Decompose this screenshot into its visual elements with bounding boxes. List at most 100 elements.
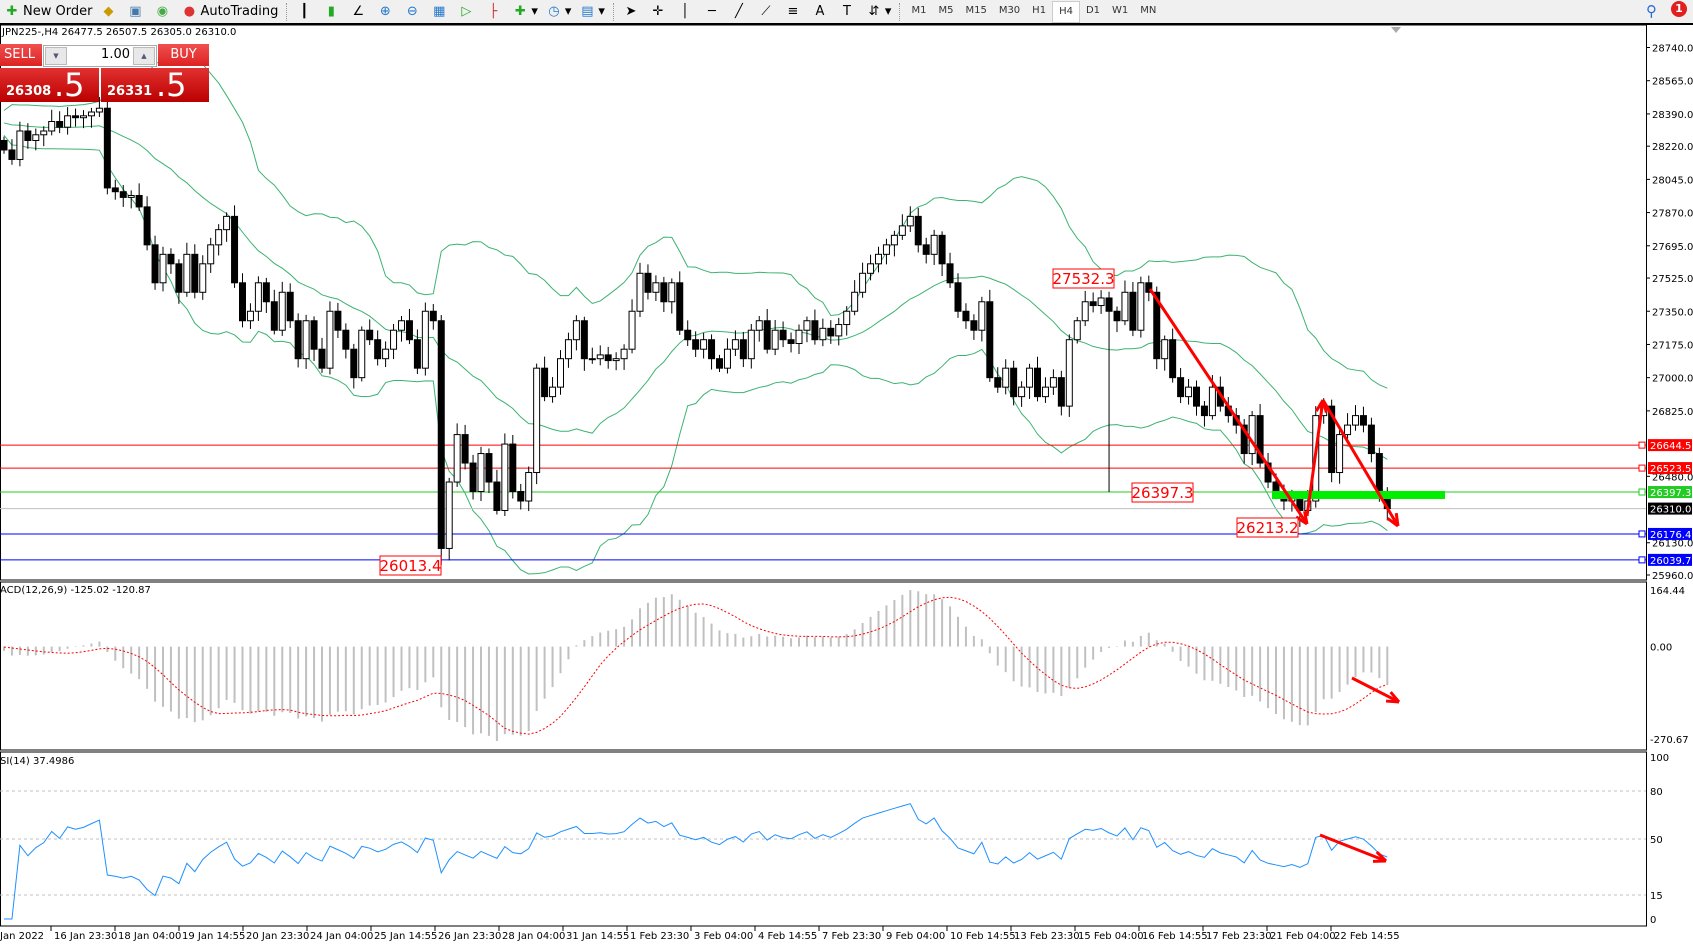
candle [549,377,557,403]
autoscroll-button[interactable]: ├ [481,1,508,23]
bull-candle-body [64,115,72,128]
bear-candle-body [580,320,588,360]
candle [40,126,48,147]
candle [286,283,294,328]
lot-decrease-button[interactable]: ▼ [45,47,67,65]
trendline-button[interactable]: ╱ [727,1,754,23]
autotrading-button[interactable]: ● AutoTrading [177,1,282,23]
signal-icon: ◉ [156,3,169,19]
templates-button[interactable]: ▤ ▾ [581,3,605,20]
sell-price[interactable]: 26308 .5 [0,66,99,104]
indicators-button[interactable]: ✚ ▾ [508,1,542,23]
timeframe-m1[interactable]: M1 [911,4,927,16]
bull-candle-body [771,329,779,350]
timeframe-d1[interactable]: D1 [1085,4,1101,16]
lot-increase-button[interactable]: ▲ [133,47,155,65]
periods-button[interactable]: ◷ ▾ [542,1,576,23]
timeframe-h1[interactable]: H1 [1032,4,1047,16]
bear-candle-body [318,348,326,369]
candle [453,423,461,487]
bull-candle-body [421,310,429,369]
bear-candle-body [676,282,684,331]
candle [1200,401,1208,427]
candle [1121,280,1129,326]
candle [882,238,890,265]
candle [875,246,882,273]
candle [994,367,1002,393]
lot-size-input[interactable]: ▼ 1.00 ▲ [43,45,157,67]
candle [326,301,334,375]
zoom-out-button[interactable]: ⊖ [400,1,427,23]
candle [485,448,493,494]
timeframe-mn[interactable]: MN [1140,4,1157,16]
bear-candle-body [1177,377,1185,398]
text-button[interactable]: A [808,1,835,23]
price-tick-label: 27175.0 [1652,340,1693,351]
arrows-button[interactable]: ⇵ ▾ [862,1,896,23]
line-chart-button[interactable]: ∠ [346,1,373,23]
bull-candle-body [1018,386,1026,398]
chart-shift-button[interactable]: ▷ [454,1,481,23]
price-tag-bg [1648,439,1692,452]
macd-pane [3,590,1401,742]
fibonacci-button[interactable]: ≡ [781,1,808,23]
candle [1049,369,1057,395]
bear-candle-body [239,282,246,322]
new-order-button[interactable]: ✚ New Order [0,1,96,23]
tile-windows-button[interactable]: ▦ [427,1,454,23]
text-label-button[interactable]: T [835,1,862,23]
candle [143,196,151,251]
zoom-in-button[interactable]: ⊕ [373,1,400,23]
price-label-box [1236,517,1299,538]
market-watch-button[interactable]: ◆ [96,1,123,23]
timeframe-m5[interactable]: M5 [938,4,954,16]
buy-button[interactable]: BUY [158,44,209,66]
bear-candle-body [1256,415,1264,464]
timeframe-m15[interactable]: M15 [965,4,987,16]
clock-icon: ◷ [548,3,560,19]
candle [390,323,398,360]
candle [819,318,827,347]
bull-candle-body [32,134,40,141]
channel-button[interactable]: ⟋ [754,1,781,23]
bear-candle-body [334,310,342,331]
notification-badge[interactable]: 1 [1671,1,1687,17]
bear-candle-body [1034,367,1041,398]
candle [0,136,8,154]
crosshair-button[interactable]: ✛ [646,1,673,23]
horizontal-line-button[interactable]: ─ [700,1,727,23]
lot-value[interactable]: 1.00 [101,47,130,62]
new-order-icon: ✚ [6,3,18,19]
timeframe-w1[interactable]: W1 [1112,4,1129,16]
candlestick-button[interactable]: ▮ [319,1,346,23]
sell-button[interactable]: SELL [0,44,42,66]
candle [405,308,413,345]
candle [1057,370,1065,416]
rsi-tick-label: 0 [1650,915,1656,926]
search-icon[interactable]: ⚲ [1646,2,1657,20]
history-center-button[interactable]: ▣ [123,1,150,23]
candle [525,466,533,512]
bull-candle-body [48,121,56,132]
cursor-button[interactable]: ➤ [619,1,646,23]
candle [223,212,231,242]
timeframe-m30[interactable]: M30 [998,4,1021,16]
up-arrow [1305,399,1325,517]
trendline-icon: ╱ [735,3,743,19]
bull-candle-body [1137,282,1145,331]
bull-candle-body [477,453,485,493]
time-tick-label: 3 Feb 04:00 [694,931,753,942]
vertical-line-button[interactable]: │ [673,1,700,23]
timeframe-bar: M1 M5 M15 M30 H1 H4 D1 W1 MN [905,0,1162,23]
candle [207,237,215,273]
down-arrow [1148,288,1309,525]
buy-price[interactable]: 26331 .5 [101,66,209,104]
database-icon: ▣ [129,3,142,19]
price-tick-label: 26825.0 [1652,407,1693,418]
timeframe-h4[interactable]: H4 [1052,0,1080,23]
signals-button[interactable]: ◉ [150,1,177,23]
bull-candle-body [1073,320,1081,341]
bar-chart-button[interactable]: ┃ [292,1,319,23]
candle [914,207,922,253]
